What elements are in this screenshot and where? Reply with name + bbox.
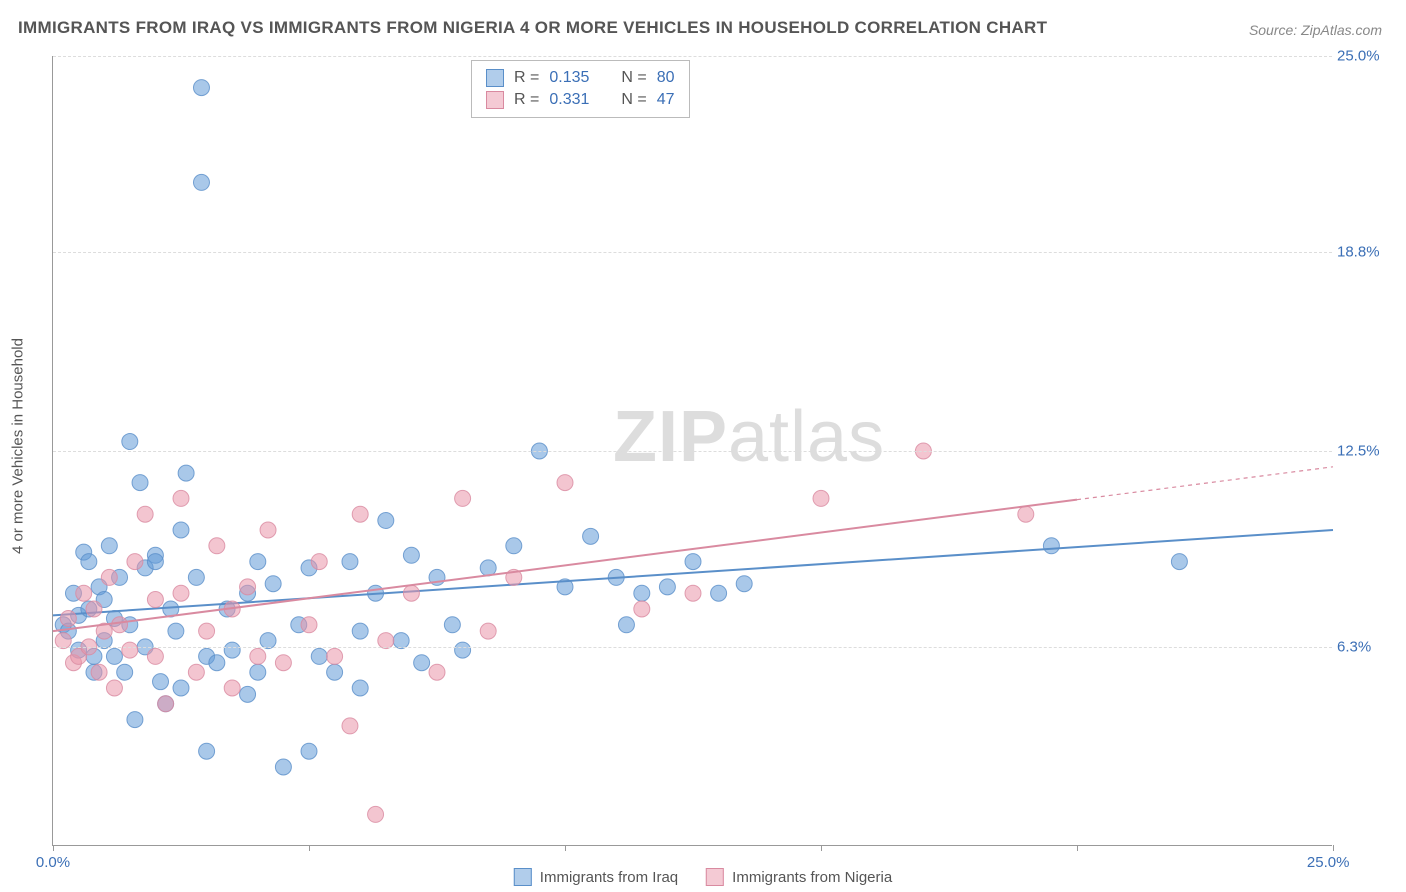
legend-item: Immigrants from Iraq (514, 868, 678, 886)
n-value: 80 (657, 69, 675, 87)
plot-area: ZIPatlas R = 0.135 N = 80 R = 0.331 N = … (52, 56, 1332, 846)
x-tick-mark (565, 845, 566, 851)
y-tick-label: 18.8% (1337, 243, 1392, 260)
legend-stats: R = 0.135 N = 80 R = 0.331 N = 47 (471, 60, 690, 118)
y-tick-label: 12.5% (1337, 443, 1392, 460)
n-label: N = (621, 91, 646, 109)
x-tick-mark (53, 845, 54, 851)
legend-stat-row: R = 0.331 N = 47 (486, 89, 675, 111)
gridline (53, 647, 1332, 648)
legend-item-label: Immigrants from Nigeria (732, 869, 892, 886)
legend-series: Immigrants from Iraq Immigrants from Nige… (514, 868, 892, 886)
legend-swatch-icon (706, 868, 724, 886)
r-value: 0.135 (549, 69, 589, 87)
x-tick-label: 25.0% (1307, 854, 1350, 871)
gridline (53, 451, 1332, 452)
r-value: 0.331 (549, 91, 589, 109)
x-tick-mark (1077, 845, 1078, 851)
legend-swatch-icon (486, 91, 504, 109)
x-tick-label: 0.0% (36, 854, 70, 871)
r-label: R = (514, 91, 539, 109)
y-tick-label: 25.0% (1337, 48, 1392, 65)
legend-swatch-icon (514, 868, 532, 886)
gridline (53, 252, 1332, 253)
y-tick-label: 6.3% (1337, 638, 1392, 655)
legend-item-label: Immigrants from Iraq (540, 869, 678, 886)
n-label: N = (621, 69, 646, 87)
r-label: R = (514, 69, 539, 87)
legend-stat-row: R = 0.135 N = 80 (486, 67, 675, 89)
source-attribution: Source: ZipAtlas.com (1249, 22, 1382, 38)
gridline (53, 56, 1332, 57)
chart-title: IMMIGRANTS FROM IRAQ VS IMMIGRANTS FROM … (18, 18, 1047, 38)
x-tick-mark (821, 845, 822, 851)
legend-swatch-icon (486, 69, 504, 87)
y-axis-label: 4 or more Vehicles in Household (10, 338, 27, 554)
n-value: 47 (657, 91, 675, 109)
legend-item: Immigrants from Nigeria (706, 868, 892, 886)
x-tick-mark (1333, 845, 1334, 851)
x-tick-mark (309, 845, 310, 851)
